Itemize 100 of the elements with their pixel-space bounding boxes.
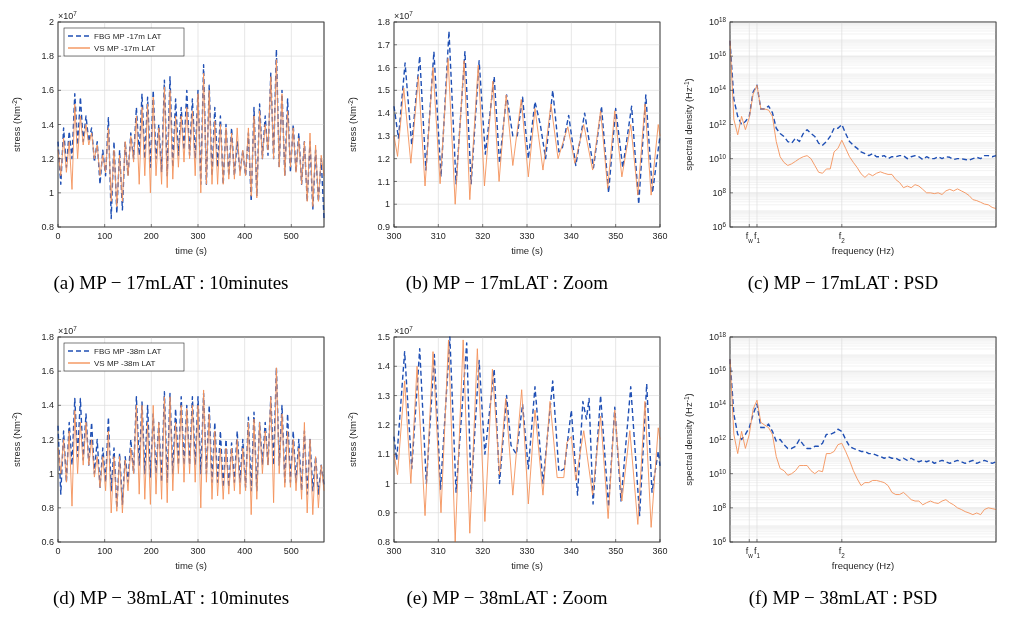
y-tick-label: 0.8: [41, 222, 54, 233]
line-series: [393, 57, 661, 205]
line-series: [393, 30, 661, 205]
y-tick-label: 10$^{14}$: [708, 83, 727, 96]
y-tick-label: 1.6: [41, 85, 54, 96]
x-tick-label: 400: [237, 546, 253, 556]
text: (b) MP − 17mLAT : Zoom: [405, 272, 609, 294]
x-tick-label: 300: [386, 231, 402, 241]
x-tick-label: f$_{1}$: [753, 231, 761, 244]
x-tick-label: 500: [283, 546, 299, 556]
x-tick-label: 340: [563, 231, 579, 241]
y-tick-label: 1.2: [41, 153, 54, 164]
text: (a) MP − 17mLAT : 10minutes: [53, 272, 289, 294]
y-tick-label: 10$^{10}$: [708, 152, 727, 164]
y-tick-label: 1.6: [41, 366, 54, 377]
y-tick-label: 10$^{8}$: [712, 186, 727, 198]
y-tick-label: 10$^{6}$: [712, 220, 727, 233]
legend-label: VS MP -38m LAT: [94, 358, 156, 368]
text: ×10$^{7}$: [58, 9, 78, 21]
x-tick-label: 320: [475, 231, 491, 241]
y-tick-label: 1.1: [377, 449, 390, 460]
legend-label: FBG MP -17m LAT: [94, 31, 162, 41]
y-tick-label: 1.2: [41, 434, 54, 445]
x-tick-label: 350: [608, 231, 624, 241]
x-tick-label: 330: [519, 231, 535, 241]
y-tick-label: 1.4: [377, 361, 390, 372]
text: (c) MP − 17mLAT : PSD: [747, 272, 939, 294]
y-tick-label: 10$^{14}$: [708, 398, 727, 411]
y-tick-label: 1.1: [377, 176, 390, 187]
x-tick-label: 300: [190, 231, 206, 241]
x-tick-label: 350: [608, 546, 624, 556]
y-tick-label: 0.9: [377, 222, 390, 233]
y-tick-label: 2: [48, 17, 54, 28]
x-tick-label: 100: [97, 546, 113, 556]
y-tick-label: 1.4: [41, 400, 54, 411]
x-tick-label: f$_{1}$: [753, 546, 761, 559]
x-axis-title: time (s): [175, 560, 207, 571]
x-tick-label: f$_{2}$: [838, 546, 846, 559]
y-tick-label: 1.5: [377, 85, 390, 96]
x-tick-label: f$_{2}$: [838, 231, 846, 244]
x-axis-title: time (s): [511, 560, 543, 571]
y-tick-label: 1.4: [377, 108, 390, 119]
y-tick-label: 1.7: [377, 39, 390, 50]
y-tick-label: 1.8: [377, 17, 390, 28]
x-axis-title: time (s): [175, 245, 207, 256]
x-tick-label: 300: [190, 546, 206, 556]
legend-label: VS MP -17m LAT: [94, 43, 156, 53]
x-tick-label: 0: [55, 231, 61, 241]
y-tick-label: 10$^{6}$: [712, 535, 727, 548]
y-tick-label: 1: [384, 478, 390, 489]
y-tick-label: 1: [48, 187, 54, 198]
y-tick-label: 1.4: [41, 119, 54, 130]
x-tick-label: 360: [652, 546, 668, 556]
y-tick-label: 1.2: [377, 153, 390, 164]
y-tick-label: 10$^{12}$: [708, 118, 727, 130]
y-tick-label: 10$^{16}$: [708, 49, 727, 62]
x-tick-label: 330: [519, 546, 535, 556]
text: ×10$^{7}$: [58, 324, 78, 336]
x-tick-label: 310: [430, 231, 446, 241]
x-axis-title: frequency (Hz): [831, 245, 895, 256]
y-tick-label: 10$^{12}$: [708, 433, 727, 445]
x-tick-label: 0: [55, 546, 61, 556]
text: ×10$^{7}$: [394, 324, 414, 336]
x-axis-title: time (s): [511, 245, 543, 256]
y-tick-label: 10$^{16}$: [708, 364, 727, 377]
y-tick-label: 1: [48, 468, 54, 479]
y-tick-label: 10$^{18}$: [708, 15, 727, 28]
y-tick-label: 1: [384, 199, 390, 210]
x-tick-label: 200: [143, 546, 159, 556]
x-tick-label: 310: [430, 546, 446, 556]
x-tick-label: 500: [283, 231, 299, 241]
y-tick-label: 1.8: [41, 51, 54, 62]
x-tick-label: 320: [475, 546, 491, 556]
y-tick-label: 1.5: [377, 332, 390, 343]
x-tick-label: 100: [97, 231, 113, 241]
y-tick-label: 1.8: [41, 332, 54, 343]
y-tick-label: 10$^{18}$: [708, 330, 727, 343]
y-tick-label: 10$^{10}$: [708, 467, 727, 479]
y-tick-label: 10$^{8}$: [712, 501, 727, 513]
text: ×10$^{7}$: [394, 9, 414, 21]
x-tick-label: 340: [563, 546, 579, 556]
y-tick-label: 1.6: [377, 62, 390, 73]
y-tick-label: 0.8: [377, 537, 390, 548]
text: (d) MP − 38mLAT : 10minutes: [52, 587, 290, 609]
y-tick-label: 0.6: [41, 537, 54, 548]
x-tick-label: f$_{w}$: [745, 231, 754, 244]
x-tick-label: 300: [386, 546, 402, 556]
y-tick-label: 1.3: [377, 390, 390, 401]
y-tick-label: 0.9: [377, 507, 390, 518]
x-axis-title: frequency (Hz): [831, 560, 895, 571]
y-tick-label: 0.8: [41, 502, 54, 513]
x-tick-label: 200: [143, 231, 159, 241]
y-tick-label: 1.3: [377, 131, 390, 142]
text: (e) MP − 38mLAT : Zoom: [406, 587, 608, 609]
x-tick-label: f$_{w}$: [745, 546, 754, 559]
legend-label: FBG MP -38m LAT: [94, 346, 162, 356]
text: (f) MP − 38mLAT : PSD: [748, 587, 938, 609]
x-tick-label: 360: [652, 231, 668, 241]
x-tick-label: 400: [237, 231, 253, 241]
y-tick-label: 1.2: [377, 420, 390, 431]
